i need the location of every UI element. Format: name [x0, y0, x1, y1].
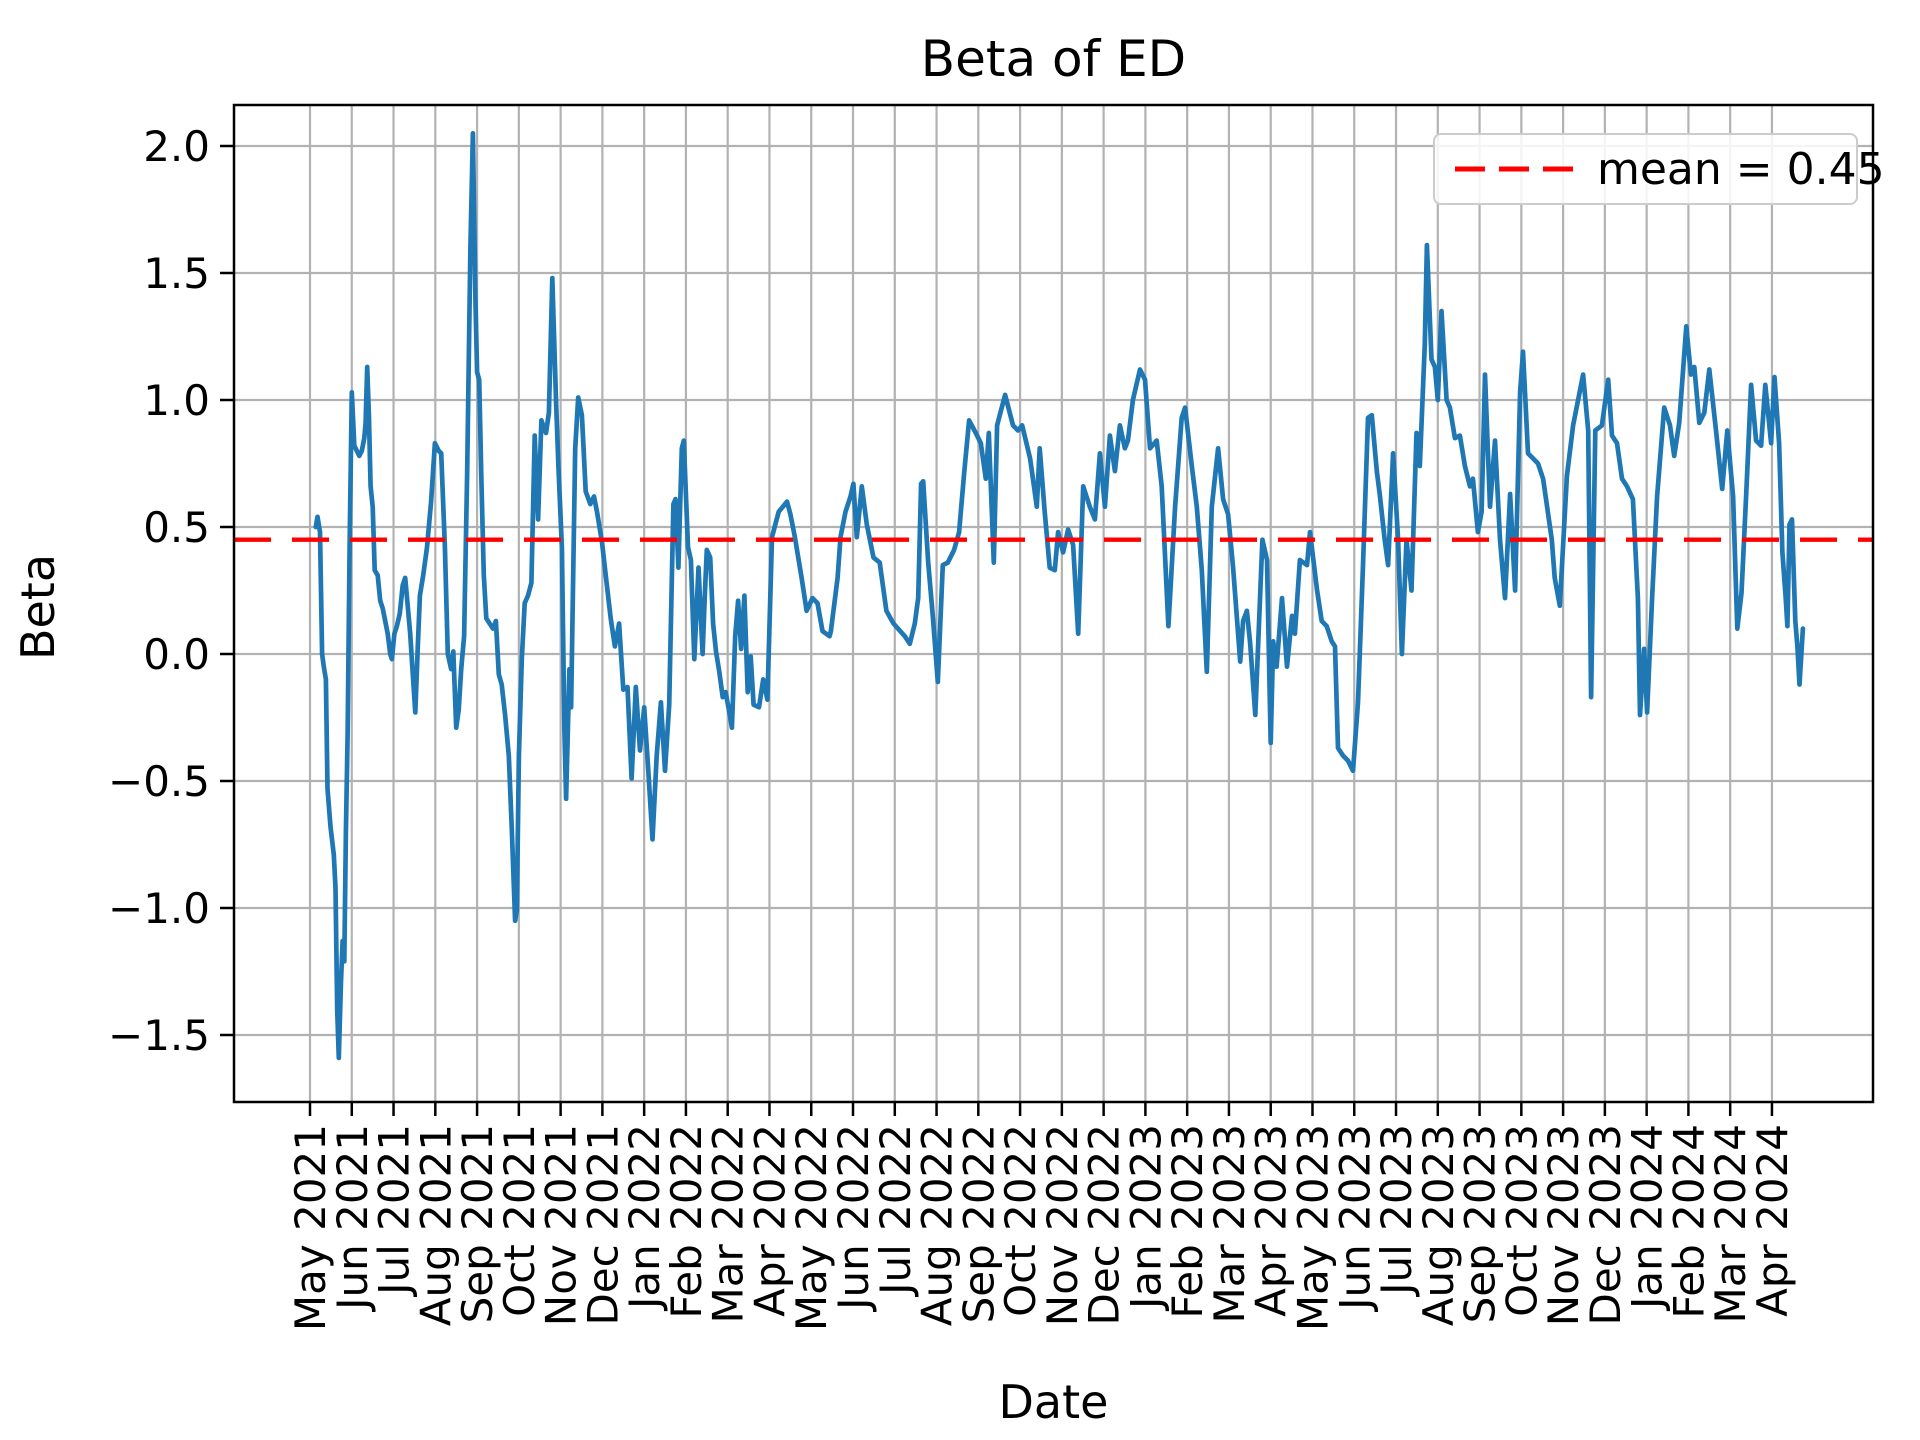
x-tick-label: Dec 2023 — [1581, 1124, 1630, 1326]
x-tick-label: Sep 2023 — [1456, 1124, 1505, 1323]
x-tick-label: Jan 2022 — [620, 1124, 669, 1312]
x-tick-label: Jan 2024 — [1623, 1124, 1672, 1312]
y-tick-label: 0.5 — [143, 503, 210, 552]
x-tick-label: Feb 2023 — [1163, 1124, 1212, 1319]
x-tick-label: Nov 2023 — [1539, 1124, 1588, 1326]
x-tick-label: Apr 2024 — [1748, 1124, 1797, 1317]
x-tick-label: Mar 2023 — [1205, 1124, 1254, 1323]
beta-series-line — [313, 130, 1806, 1061]
x-tick-label: Jun 2023 — [1330, 1124, 1379, 1313]
x-tick-label: Aug 2022 — [913, 1124, 962, 1326]
chart-title: Beta of ED — [920, 30, 1187, 88]
x-tick-label: Jul 2021 — [370, 1124, 419, 1298]
x-tick-label: Aug 2021 — [411, 1124, 460, 1326]
x-tick-label: Apr 2023 — [1247, 1124, 1296, 1317]
x-tick-label: May 2022 — [787, 1124, 836, 1331]
legend-dashed-line-sample — [1455, 166, 1575, 172]
x-tick-label: Feb 2024 — [1664, 1124, 1713, 1319]
y-tick-label: −0.5 — [108, 757, 210, 806]
x-tick-label: May 2023 — [1288, 1124, 1337, 1331]
legend: mean = 0.45 — [1433, 133, 1885, 205]
x-tick-label: Oct 2022 — [996, 1124, 1045, 1317]
x-tick-label: Sep 2021 — [453, 1124, 502, 1323]
y-tick-label: 1.0 — [143, 376, 210, 425]
x-tick-label: Jul 2023 — [1372, 1124, 1421, 1298]
x-tick-label: Dec 2022 — [1080, 1124, 1129, 1326]
x-tick-label: Mar 2024 — [1706, 1124, 1755, 1323]
y-tick-label: 1.5 — [143, 249, 210, 298]
y-tick-label: 0.0 — [143, 630, 210, 679]
x-tick-label: Apr 2022 — [745, 1124, 794, 1317]
y-axis-label: Beta — [11, 553, 65, 661]
x-tick-label: Oct 2023 — [1497, 1124, 1546, 1317]
x-axis-label: Date — [998, 1375, 1109, 1429]
y-tick-label: −1.0 — [108, 884, 210, 933]
y-tick-label: −1.5 — [108, 1011, 210, 1060]
x-tick-label: Mar 2022 — [704, 1124, 753, 1323]
x-tick-label: Feb 2022 — [662, 1124, 711, 1319]
y-tick-label: 2.0 — [143, 122, 210, 171]
x-tick-label: Aug 2023 — [1414, 1124, 1463, 1326]
x-tick-label: Nov 2022 — [1038, 1124, 1087, 1326]
x-tick-label: Jan 2023 — [1121, 1124, 1170, 1312]
x-tick-label: Jun 2021 — [328, 1124, 377, 1313]
x-tick-label: Jul 2022 — [871, 1124, 920, 1298]
x-tick-label: May 2021 — [286, 1124, 335, 1331]
x-tick-label: Dec 2021 — [578, 1124, 627, 1326]
x-tick-label: Jun 2022 — [829, 1124, 878, 1313]
x-tick-label: Nov 2021 — [537, 1124, 586, 1326]
x-tick-label: Oct 2021 — [495, 1124, 544, 1317]
x-tick-label: Sep 2022 — [954, 1124, 1003, 1323]
axes-frame — [232, 103, 1875, 1104]
legend-label: mean = 0.45 — [1597, 143, 1885, 195]
